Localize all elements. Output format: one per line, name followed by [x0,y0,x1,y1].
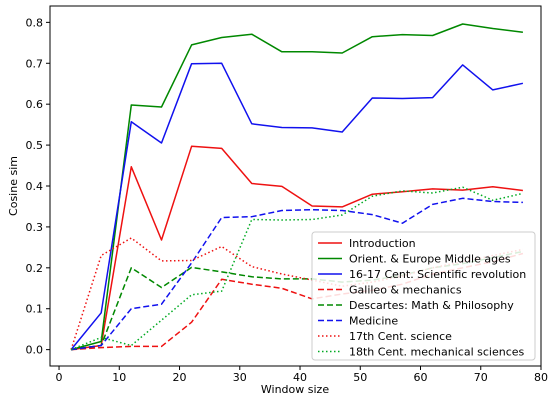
x-tick-label: 10 [112,371,126,384]
legend-label-7: 18th Cent. mechanical sciences [349,346,525,359]
x-axis-label: Window size [261,383,329,396]
y-tick-label: 0.0 [26,344,44,357]
y-tick-label: 0.2 [26,262,44,275]
x-tick-label: 60 [414,371,428,384]
legend-label-3: Galileo & mechanics [349,284,462,297]
legend-box [311,231,536,361]
legend-label-6: 17th Cent. science [349,330,452,343]
y-tick-label: 0.4 [26,180,44,193]
x-tick-label: 40 [293,371,307,384]
x-tick-label: 20 [173,371,187,384]
series-line-6 [70,237,524,350]
y-tick-label: 0.6 [26,98,44,111]
legend-label-1: Orient. & Europe Middle ages [349,253,511,266]
x-tick-label: 80 [534,371,548,384]
y-tick-label: 0.5 [26,139,44,152]
x-tick-label: 30 [233,371,247,384]
legend-label-2: 16-17 Cent. Scientific revolution [349,268,526,281]
y-axis: 0.0 0.1 0.2 0.3 0.4 0.5 0.6 0.7 0.8 [26,16,50,357]
y-tick-label: 0.3 [26,221,44,234]
legend: Introduction Orient. & Europe Middle ages… [311,231,536,361]
x-tick-label: 70 [474,371,488,384]
y-axis-label: Cosine sim [7,156,20,216]
y-tick-label: 0.7 [26,57,44,70]
series-line-3 [71,252,524,351]
x-tick-label: 0 [56,371,63,384]
legend-label-4: Descartes: Math & Philosophy [349,299,514,312]
x-axis: 0 10 20 30 40 50 60 70 80 [56,366,548,384]
y-tick-label: 0.8 [26,16,44,29]
y-tick-label: 0.1 [26,303,44,316]
series-line-7 [70,186,524,351]
series-line-1 [70,23,523,351]
series-line-2 [70,62,524,351]
legend-label-5: Medicine [349,315,398,328]
legend-label-0: Introduction [349,237,416,250]
series-line-5 [70,197,523,351]
x-tick-label: 50 [353,371,367,384]
